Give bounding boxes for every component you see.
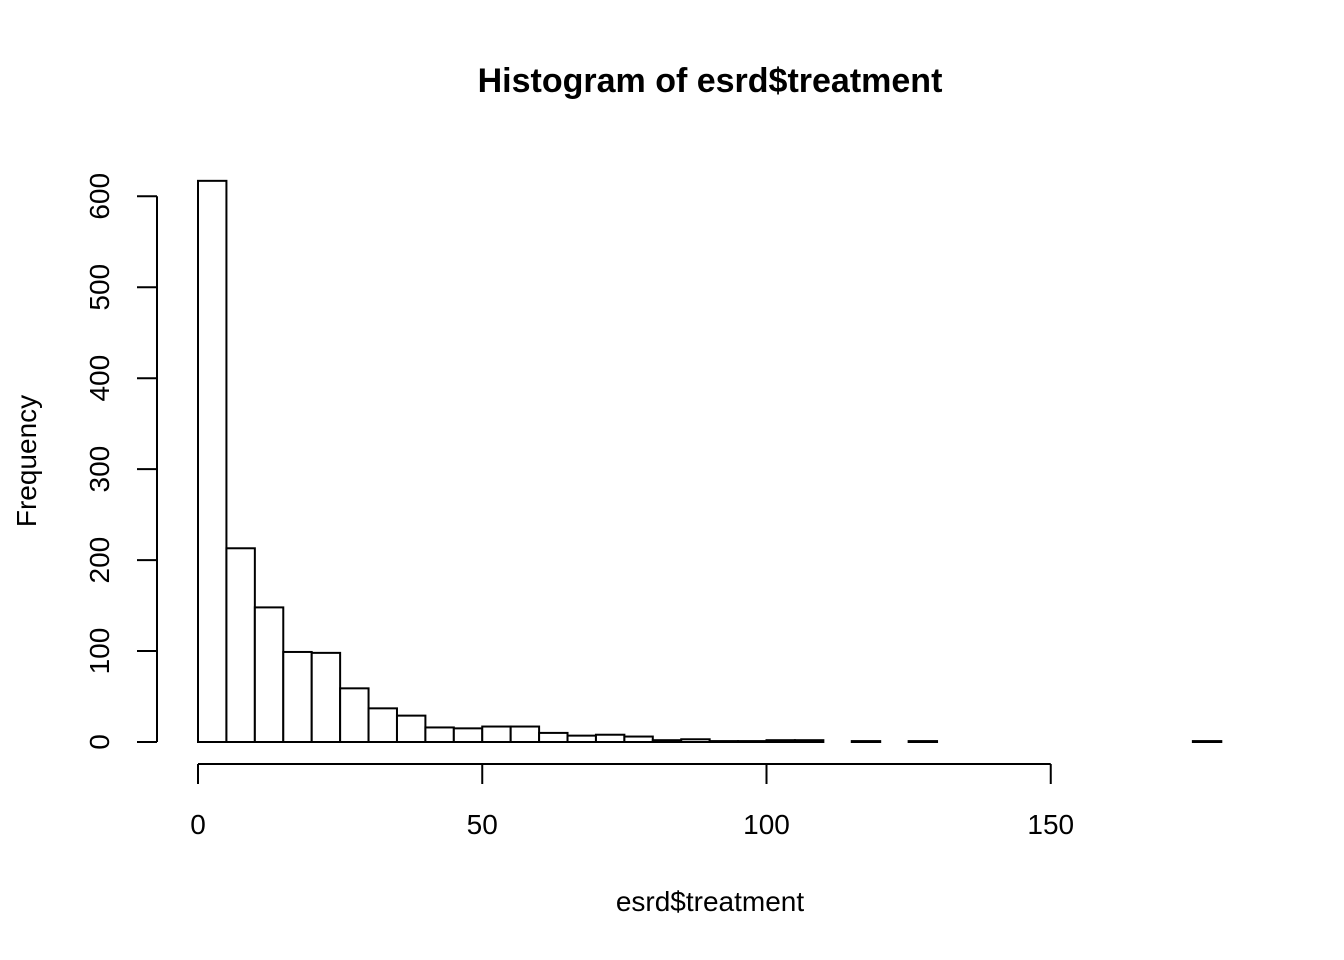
histogram-bar [651,739,683,744]
histogram-bar [737,740,768,744]
histogram-bar [339,687,370,743]
histogram-bar [197,179,228,743]
bars-group [197,179,1223,744]
histogram-bar [282,650,313,743]
histogram-bar [680,738,711,743]
y-tick-label: 600 [84,173,115,220]
histogram-bar [907,740,939,744]
x-tick-label: 150 [1027,809,1074,840]
chart-title: Histogram of esrd$treatment [478,62,943,100]
histogram-bar [395,714,427,744]
histogram-bar [708,740,740,744]
histogram-bar [225,547,256,743]
y-tick-label: 200 [84,537,115,584]
histogram-bar [793,739,825,744]
histogram-bar [566,734,597,743]
histogram-bar [367,707,398,744]
histogram-bar [538,731,569,744]
histogram-bar [765,739,796,744]
y-tick-label: 0 [84,734,115,750]
y-axis-label: Frequency [11,395,42,527]
histogram-bar [850,740,882,744]
histogram-bar [424,726,455,743]
x-tick-label: 50 [467,809,498,840]
x-axis: 0 50 100 150 [190,763,1074,840]
y-axis: 0 100 200 300 400 500 600 [84,173,158,750]
histogram-bar [481,725,512,744]
histogram-bar [253,606,285,743]
y-tick-label: 400 [84,355,115,402]
y-tick-label: 300 [84,446,115,493]
histogram-bar [1191,740,1223,744]
histogram-bar [452,727,484,743]
histogram-bar [509,725,541,744]
x-tick-label: 0 [190,809,206,840]
histogram-bar [594,733,626,743]
x-tick-label: 100 [743,809,790,840]
histogram-bar [623,735,654,744]
y-tick-label: 100 [84,628,115,675]
histogram-bar [310,651,342,744]
x-axis-label: esrd$treatment [616,886,805,917]
y-tick-label: 500 [84,264,115,311]
